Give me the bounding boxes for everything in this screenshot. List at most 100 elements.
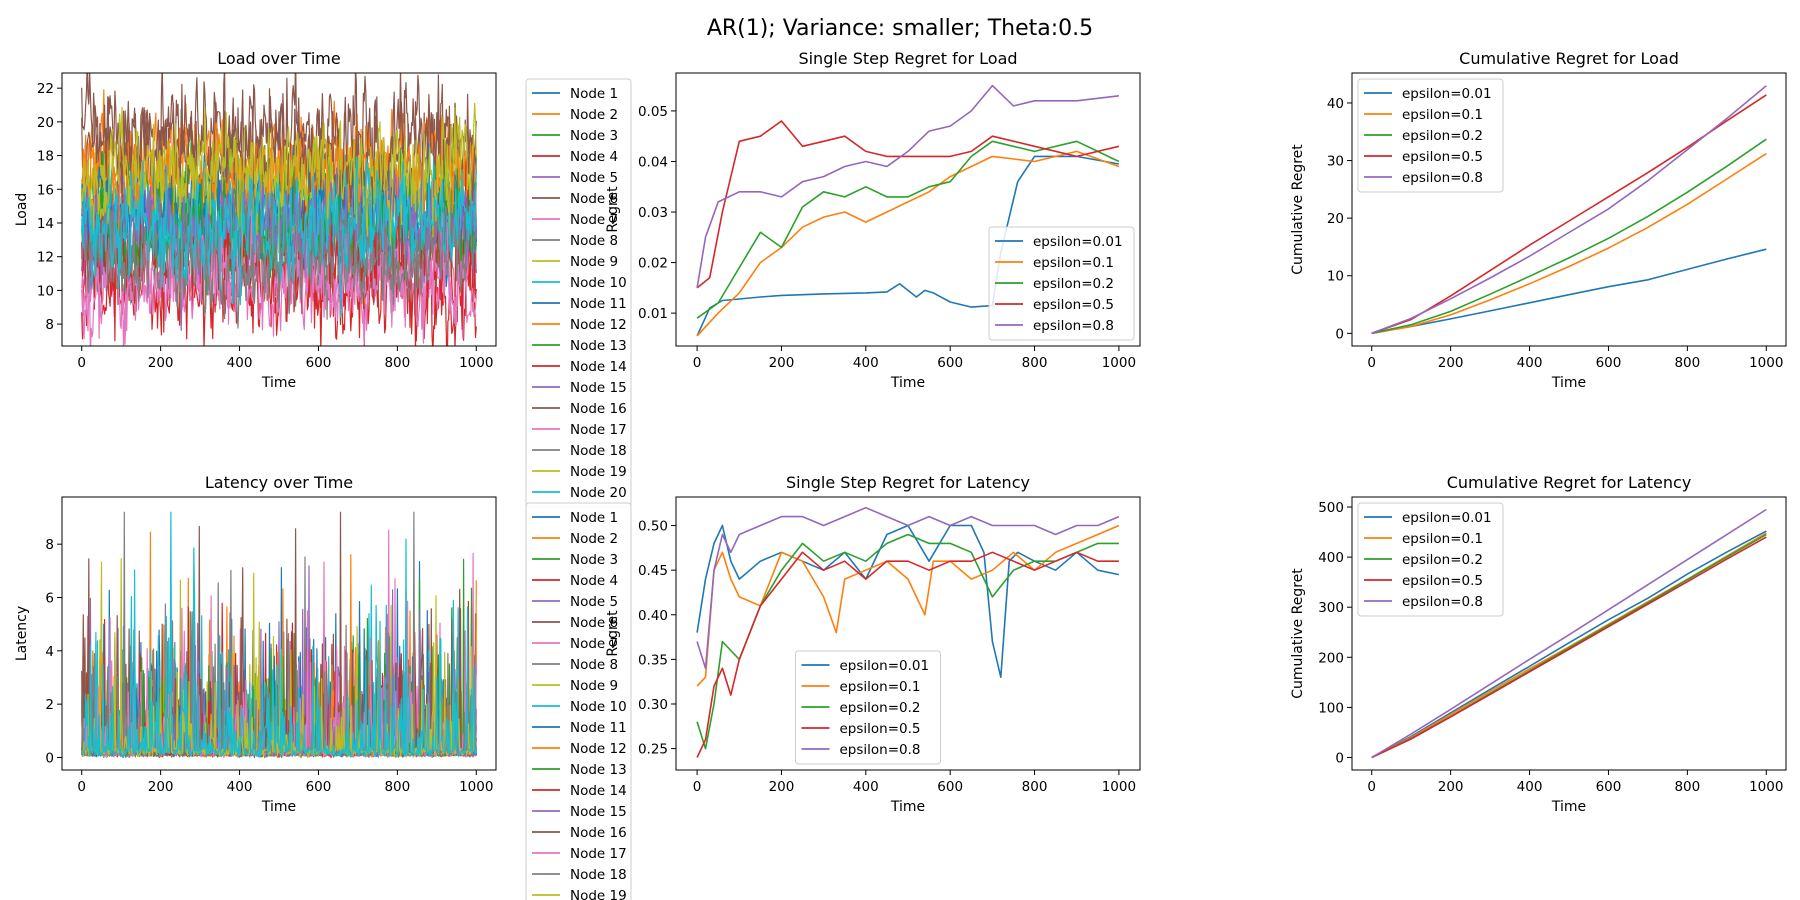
y-axis-label: Cumulative Regret: [1290, 568, 1306, 699]
legend-label: epsilon=0.5: [1402, 149, 1483, 165]
x-tick-label: 200: [769, 779, 795, 795]
x-tick-label: 400: [853, 355, 879, 371]
y-tick-label: 200: [1318, 650, 1344, 666]
y-tick-label: 0.04: [638, 154, 668, 170]
legend-label: Node 2: [570, 531, 618, 547]
cumulative-regret-latency-chart: Cumulative Regret for Latency 0 200 400 600 8…: [1290, 473, 1787, 815]
x-tick-label: 0: [693, 355, 702, 371]
x-tick-label: 800: [1674, 779, 1700, 795]
legend: Node 1 Node 2 Node 3 Node 4 Node 5 Node 6 Node…: [525, 502, 632, 900]
x-axis-label: Time: [890, 375, 925, 391]
legend-label: epsilon=0.8: [1033, 318, 1114, 334]
figure-title: AR(1); Variance: smaller; Theta:0.5: [707, 16, 1093, 41]
legend-box: [1357, 502, 1504, 617]
y-tick-label: 0.02: [638, 256, 668, 272]
latency-over-time-chart: Latency over Time 0 200 400 600 800 1000 0 2 4 6 8 T…: [14, 473, 632, 900]
y-tick-label: 20: [37, 115, 54, 131]
x-tick-label: 600: [1596, 779, 1622, 795]
legend-label: epsilon=0.1: [1402, 531, 1483, 547]
legend-label: Node 17: [570, 422, 627, 438]
x-axis-label: Time: [1551, 799, 1586, 815]
axes-title: Single Step Regret for Latency: [786, 473, 1030, 492]
legend-label: epsilon=0.5: [840, 721, 921, 737]
series-line-node-20: [81, 156, 477, 318]
legend-label: Node 9: [570, 678, 618, 694]
legend-box: [525, 502, 632, 900]
x-tick-label: 200: [769, 355, 795, 371]
legend-label: epsilon=0.1: [1033, 255, 1114, 271]
legend-label: Node 12: [570, 741, 627, 757]
series-line-node-16: [81, 73, 477, 208]
series-group: [1371, 85, 1767, 335]
legend-label: Node 14: [570, 783, 627, 799]
y-tick-label: 0: [1335, 750, 1344, 766]
legend-label: Node 19: [570, 888, 627, 900]
series-line-epsilon-0-8: [696, 506, 1120, 670]
legend-label: Node 18: [570, 867, 627, 883]
y-axis-label: Cumulative Regret: [1290, 144, 1306, 275]
y-tick-label: 30: [1327, 154, 1344, 170]
legend-label: Node 12: [570, 317, 627, 333]
x-tick-label: 800: [1674, 355, 1700, 371]
load-over-time-chart: Load over Time 0 200 400 600 800 1000 8 10 12 14 16…: [14, 49, 632, 508]
series-line-epsilon-0-2: [1371, 138, 1767, 335]
x-tick-label: 0: [1367, 779, 1376, 795]
axes-frame: [675, 72, 1141, 347]
x-tick-label: 200: [148, 779, 174, 795]
legend-label: Node 16: [570, 401, 627, 417]
y-axis-label: Latency: [14, 606, 30, 661]
x-tick-label: 600: [937, 355, 963, 371]
x-tick-label: 800: [1022, 779, 1048, 795]
y-tick-label: 0.30: [638, 697, 668, 713]
y-tick-label: 0: [45, 750, 54, 766]
y-tick-label: 8: [45, 317, 54, 333]
series-group: [1371, 508, 1767, 759]
x-tick-label: 400: [227, 779, 253, 795]
legend-label: epsilon=0.01: [1033, 234, 1123, 250]
axes-title: Single Step Regret for Load: [798, 49, 1017, 68]
legend-box: [795, 650, 941, 765]
x-tick-label: 600: [1596, 355, 1622, 371]
legend-label: Node 15: [570, 380, 627, 396]
legend-label: Node 11: [570, 296, 627, 312]
legend-label: epsilon=0.5: [1033, 297, 1114, 313]
y-axis-label: Regret: [605, 186, 621, 233]
x-tick-label: 1000: [459, 355, 493, 371]
legend-label: epsilon=0.01: [1402, 510, 1492, 526]
legend-label: Node 20: [570, 485, 627, 501]
legend-label: Node 7: [570, 212, 618, 228]
y-tick-label: 6: [45, 591, 54, 607]
x-tick-label: 1000: [1102, 355, 1136, 371]
legend-label: Node 19: [570, 464, 627, 480]
y-tick-label: 0.25: [638, 742, 668, 758]
legend: epsilon=0.01 epsilon=0.1 epsilon=0.2 epsilo…: [1357, 502, 1504, 617]
series-line-epsilon-0-2: [696, 533, 1119, 750]
y-tick-label: 300: [1318, 600, 1344, 616]
series-line-epsilon-0-2: [696, 140, 1120, 319]
x-tick-label: 600: [306, 779, 332, 795]
y-tick-label: 14: [37, 216, 54, 232]
legend-label: Node 4: [570, 149, 618, 165]
legend-label: epsilon=0.8: [840, 742, 921, 758]
legend-label: epsilon=0.01: [1402, 86, 1492, 102]
x-tick-label: 200: [1438, 779, 1464, 795]
y-tick-label: 0.50: [638, 519, 668, 535]
y-tick-label: 18: [37, 149, 54, 165]
legend-label: Node 8: [570, 233, 618, 249]
x-tick-label: 0: [77, 779, 86, 795]
x-tick-label: 400: [1517, 779, 1543, 795]
x-tick-label: 200: [1438, 355, 1464, 371]
y-tick-label: 0.35: [638, 652, 668, 668]
x-tick-label: 1000: [459, 779, 493, 795]
x-tick-label: 400: [1517, 355, 1543, 371]
legend-box: [988, 226, 1135, 341]
y-tick-label: 500: [1318, 500, 1344, 516]
y-tick-label: 0.45: [638, 563, 668, 579]
legend-label: epsilon=0.2: [1033, 276, 1114, 292]
axes-frame: [61, 72, 497, 347]
legend-label: Node 1: [570, 86, 618, 102]
y-tick-label: 16: [37, 182, 54, 198]
x-tick-label: 0: [693, 779, 702, 795]
legend: Node 1 Node 2 Node 3 Node 4 Node 5 Node 6 Node…: [525, 78, 632, 508]
axes-frame: [61, 496, 497, 771]
